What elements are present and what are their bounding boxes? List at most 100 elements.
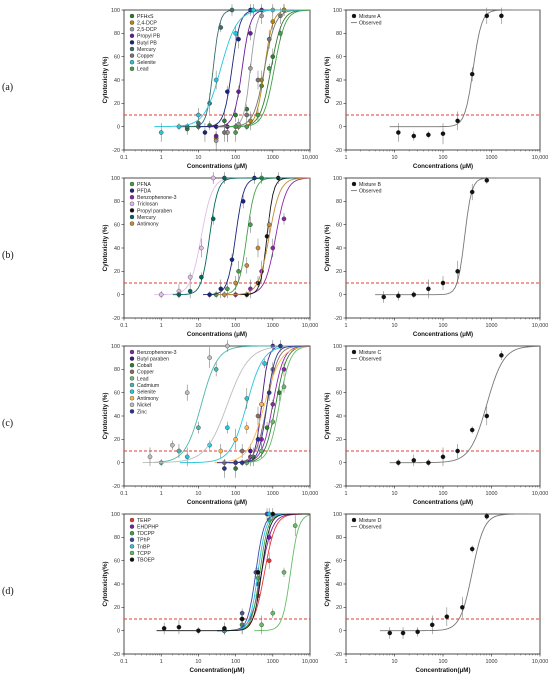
x-tick-label: 1000 — [486, 323, 498, 329]
legend-marker — [129, 208, 135, 213]
y-axis-label: Cytotoxicity(%) — [324, 561, 331, 606]
y-tick-label: 100 — [333, 8, 342, 14]
data-point — [244, 396, 250, 401]
legend-marker — [129, 356, 135, 361]
data-point — [440, 280, 446, 286]
fit-curve — [217, 177, 311, 296]
x-axis-label: Concentrations (μM) — [187, 331, 247, 338]
legend-marker — [129, 402, 135, 407]
x-tick-label: 1000 — [486, 155, 498, 161]
fit-curve — [217, 513, 310, 632]
y-axis-label: Cytotoxicity (%) — [324, 393, 331, 440]
legend-label: Zinc — [137, 409, 147, 415]
y-tick-label: -20 — [112, 652, 120, 658]
x-tick-label: 10,000 — [302, 659, 319, 665]
data-point — [259, 622, 264, 628]
legend-label: EHDPHP — [137, 525, 159, 531]
y-tick-label: 100 — [111, 8, 120, 14]
legend-marker — [129, 13, 135, 19]
y-tick-label: -20 — [112, 316, 120, 322]
fit-curve — [216, 9, 311, 128]
data-point — [440, 454, 446, 460]
legend-label: Cadmium — [137, 383, 159, 389]
data-point — [270, 402, 276, 407]
x-tick-label: 1 — [160, 659, 163, 665]
legend-marker — [351, 349, 357, 355]
legend-marker — [129, 544, 135, 549]
legend-label: Mercury — [137, 47, 156, 53]
legend-marker — [129, 531, 135, 536]
fit-curve — [216, 513, 310, 632]
y-tick-label: -20 — [334, 652, 342, 658]
fit-curve — [240, 345, 311, 464]
data-point — [213, 367, 219, 372]
x-tick-label: 1000 — [267, 659, 279, 665]
fit-curve — [389, 345, 541, 464]
data-point — [244, 124, 250, 129]
legend-label: 2,4-DCP — [137, 21, 157, 27]
legend-label: Lead — [137, 376, 149, 382]
legend-marker — [129, 66, 135, 71]
panel-label: (d) — [2, 586, 14, 597]
data-point — [455, 269, 460, 274]
data-point — [210, 175, 216, 181]
legend-marker — [129, 181, 135, 187]
data-point — [426, 460, 431, 465]
y-tick-label: 100 — [111, 512, 120, 518]
legend-marker — [129, 537, 135, 542]
fit-curve — [228, 345, 310, 464]
data-point — [426, 286, 431, 292]
data-point — [266, 36, 272, 42]
y-tick-label: 20 — [336, 269, 342, 275]
y-tick-label: 60 — [336, 558, 342, 564]
data-point — [400, 630, 406, 636]
data-point — [184, 390, 190, 395]
y-tick-label: 60 — [336, 222, 342, 228]
data-point — [239, 616, 245, 622]
y-tick-label: 20 — [114, 101, 120, 107]
plot-frame — [345, 177, 541, 319]
fit-curve — [198, 9, 310, 128]
x-tick-label: 10,000 — [302, 323, 319, 329]
legend-marker — [129, 376, 135, 381]
legend-label: Mixture A — [359, 14, 381, 20]
data-point — [207, 292, 212, 297]
data-point — [255, 245, 261, 251]
data-point — [469, 546, 475, 552]
data-point — [176, 624, 182, 630]
x-tick-label: 10,000 — [532, 491, 549, 497]
legend-label: Triclosan — [137, 202, 158, 208]
data-point — [248, 448, 253, 454]
x-tick-label: 1 — [160, 323, 163, 329]
y-tick-label: 20 — [336, 437, 342, 443]
y-tick-label: 0 — [117, 460, 120, 466]
legend-label: Butyl paraben — [137, 357, 169, 363]
data-point — [278, 343, 283, 349]
y-tick-label: 80 — [336, 367, 342, 373]
data-point — [266, 558, 272, 563]
y-tick-label: -20 — [112, 484, 120, 490]
data-point — [499, 353, 504, 358]
data-point — [239, 460, 245, 465]
fit-curve — [217, 513, 310, 632]
data-point — [248, 66, 253, 71]
data-point — [158, 130, 164, 135]
x-axis-label: Concentration(μM) — [416, 667, 471, 674]
y-tick-label: 100 — [111, 344, 120, 350]
legend-marker — [129, 60, 135, 65]
x-tick-label: 0.1 — [120, 323, 128, 329]
y-tick-label: 0 — [339, 292, 342, 298]
y-axis-label: Cytotoxicity (%) — [102, 393, 109, 440]
data-point — [281, 216, 287, 222]
legend-marker — [351, 181, 357, 187]
y-tick-label: 60 — [114, 390, 120, 396]
fit-curve — [203, 177, 310, 296]
data-point — [411, 458, 417, 463]
fit-curve — [254, 514, 311, 632]
x-tick-label: 100 — [231, 323, 240, 329]
x-tick-label: 10 — [195, 155, 201, 161]
data-point — [460, 605, 465, 610]
fit-curve — [228, 345, 311, 464]
legend-marker — [129, 27, 135, 32]
